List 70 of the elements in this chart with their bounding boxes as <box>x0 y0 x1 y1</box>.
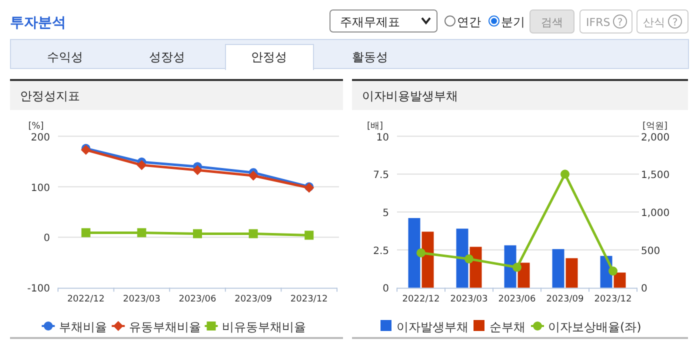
x-tick-label: 2023/03 <box>450 294 488 305</box>
x-tick-label: 2023/03 <box>123 294 160 305</box>
y-axis-title: [배] <box>366 121 384 132</box>
y2-tick-label: 2,000 <box>641 132 670 144</box>
legend-label: 유동부채비율 <box>128 320 201 334</box>
y-tick-label: 10 <box>376 132 389 144</box>
x-tick-label: 2023/06 <box>498 294 536 305</box>
x-tick-label: 2022/12 <box>67 294 105 305</box>
x-tick-label: 2023/12 <box>290 294 328 305</box>
x-tick-label: 2022/12 <box>402 294 440 305</box>
y-tick-label: 7.5 <box>373 170 389 182</box>
bar <box>470 246 482 288</box>
y-tick-label: 0 <box>44 233 50 244</box>
text: 주재무제표 <box>340 15 400 29</box>
chart-title: 이자비용발생부채 <box>362 89 458 103</box>
point <box>416 248 426 258</box>
bar <box>408 218 420 288</box>
point <box>464 254 474 264</box>
y2-axis-title: [억원] <box>642 121 668 132</box>
point <box>512 262 522 272</box>
legend-label: 순부채 <box>490 320 526 334</box>
bar <box>518 262 530 288</box>
bar <box>552 249 564 288</box>
x-tick-label: 2023/09 <box>546 294 584 305</box>
text: ? <box>617 18 623 28</box>
y2-tick-label: 1,500 <box>641 170 670 182</box>
bar <box>422 232 434 288</box>
legend-label: 부채비율 <box>58 320 107 334</box>
x-tick-label: 2023/09 <box>234 294 272 305</box>
y2-tick-label: 500 <box>641 246 660 257</box>
point <box>304 230 314 240</box>
point <box>248 229 258 238</box>
bar <box>614 272 626 288</box>
legend-label: 이자발생부채 <box>396 320 468 334</box>
text: 수익성 <box>47 50 83 64</box>
y-tick-label: 200 <box>30 132 50 144</box>
point <box>248 170 258 181</box>
text: 연간 <box>457 15 481 29</box>
y-tick-label: 100 <box>30 182 50 194</box>
y2-tick-label: 0 <box>641 284 648 295</box>
text: 안정성 <box>251 50 287 64</box>
point <box>608 266 618 276</box>
y-tick-label: 2.5 <box>373 246 389 257</box>
y2-tick-label: 1,000 <box>641 208 670 219</box>
bar <box>566 258 578 288</box>
text: 산식 <box>643 16 665 29</box>
text: 투자분석 <box>10 15 66 31</box>
legend-label: 비유동부채비율 <box>222 320 306 334</box>
point <box>193 229 202 238</box>
x-tick-label: 2023/12 <box>594 294 632 305</box>
legend-label: 이자보상배율(좌) <box>548 320 642 334</box>
y-tick-label: 0 <box>382 284 389 295</box>
point <box>136 160 147 170</box>
text: IFRS <box>586 16 610 29</box>
text: 활동성 <box>352 50 388 64</box>
text: 검색 <box>541 16 563 29</box>
x-tick-label: 2023/06 <box>178 294 216 305</box>
text: 분기 <box>501 15 525 29</box>
point <box>137 228 146 238</box>
bar <box>504 245 516 288</box>
y-tick-label: -100 <box>27 284 50 295</box>
y-axis-title: [%] <box>28 121 44 132</box>
text: ? <box>672 18 678 28</box>
point <box>560 170 570 179</box>
chart-title: 안정성지표 <box>20 89 80 103</box>
point <box>81 228 90 238</box>
text: 성장성 <box>149 50 185 64</box>
bar <box>456 228 468 288</box>
point <box>192 165 202 176</box>
y-tick-label: 5 <box>382 208 389 219</box>
